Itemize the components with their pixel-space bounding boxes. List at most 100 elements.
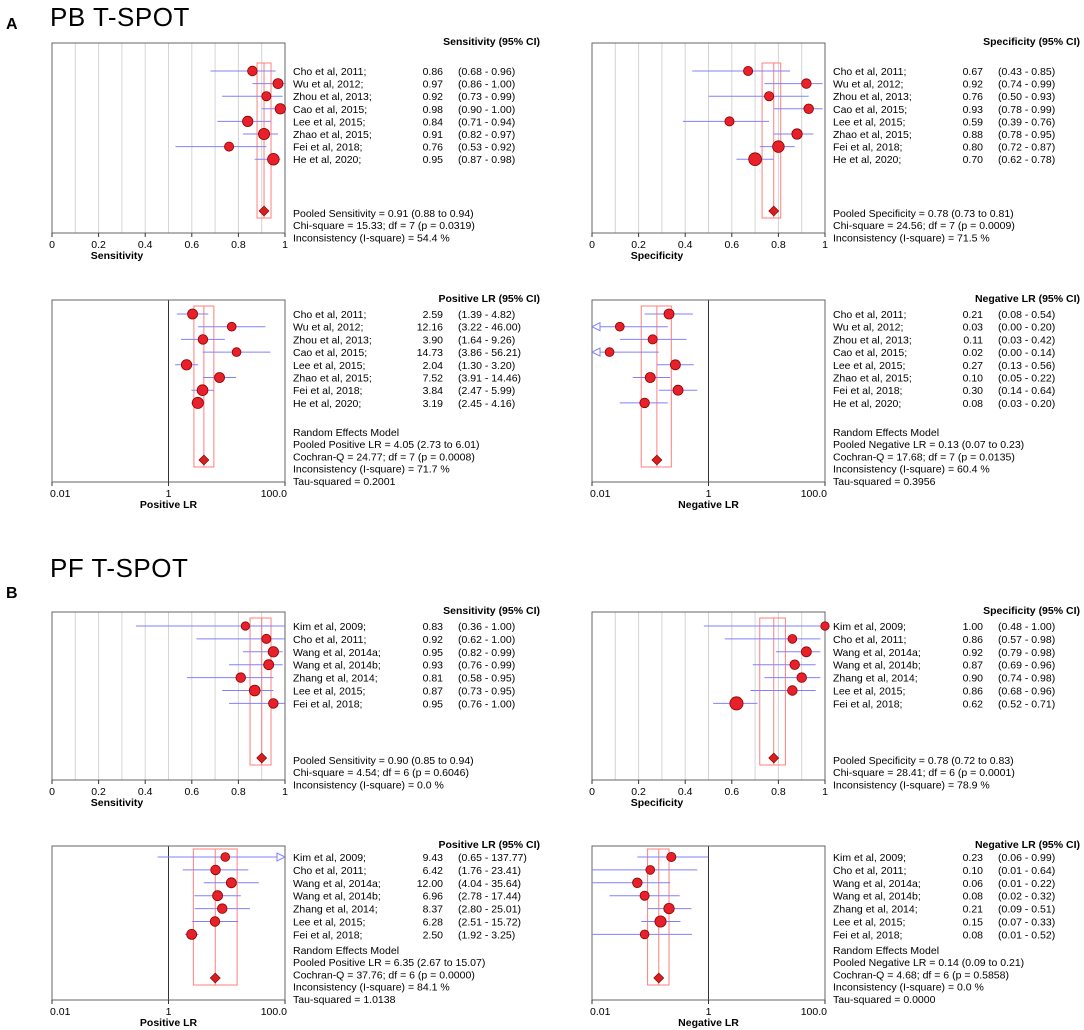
s1-p3-summary-line: Inconsistency (I-square) = 0.0 % xyxy=(833,982,984,994)
s1-p0-study-point xyxy=(248,684,261,697)
s0-p2-tick-label: 100.0 xyxy=(261,488,287,500)
s0-p2-study-estimate: 3.19 xyxy=(423,398,444,410)
s0-p1-pooled-ci-box xyxy=(761,62,782,219)
s1-p1-study-estimate: 0.62 xyxy=(963,698,984,710)
s1-p2-study-name: Fei et al, 2018; xyxy=(293,929,362,941)
s1-p1-study-ci: (0.57 - 0.98) xyxy=(998,634,1055,646)
s1-p2-tick-label: 100.0 xyxy=(261,1006,287,1018)
s1-p2-header: Positive LR (95% CI) xyxy=(438,839,540,851)
s0-p3-study-ci: (0.08 - 0.54) xyxy=(998,309,1055,321)
s0-p0-study-ci: (0.82 - 0.97) xyxy=(458,129,515,141)
s1-p3-study-estimate: 0.15 xyxy=(963,917,984,929)
s0-p3-study-name: He et al, 2020; xyxy=(833,398,901,410)
s1-p2-study-estimate: 6.96 xyxy=(423,891,444,903)
s0-p3-study-name: Wu et al, 2012; xyxy=(833,322,903,334)
s0-p1-study-estimate: 0.70 xyxy=(963,154,984,166)
s0-p3-study-point xyxy=(669,359,681,371)
s0-p2-tick-label: 0.01 xyxy=(50,488,71,500)
s0-p1-study-ci: (0.50 - 0.93) xyxy=(998,91,1055,103)
s0-p1-tick-label: 0.6 xyxy=(724,239,739,251)
s1-p1-study-name: Wang et al, 2014a; xyxy=(833,647,921,659)
s1-p0-study-estimate: 0.83 xyxy=(423,621,444,633)
s1-p1-pooled-ci-box xyxy=(759,617,786,766)
s0-p1-study-ci: (0.78 - 0.99) xyxy=(998,104,1055,116)
s0-p2-forest-panel: Positive LR (95% CI) Cho et al, 2011; 2.59… xyxy=(50,293,540,511)
s0-p2-study-name: Zhou et al, 2013; xyxy=(293,334,372,346)
s1-p3-study-name: Wang et al, 2014a; xyxy=(833,878,921,890)
s1-p2-study-ci: (2.51 - 15.72) xyxy=(458,917,521,929)
s0-p1-summary-line: Chi-square = 24.56; df = 7 (p = 0.0009) xyxy=(833,220,1015,232)
s0-p1-study-point xyxy=(801,78,812,89)
s0-p2-study-estimate: 3.90 xyxy=(423,334,444,346)
s1-p3-study-point xyxy=(663,902,675,915)
s0-p3-study-estimate: 0.27 xyxy=(963,360,984,372)
s1-p0-study-ci: (0.58 - 0.95) xyxy=(458,673,515,685)
s0-p0-study-ci: (0.68 - 0.96) xyxy=(458,66,515,78)
s1-p1-forest-panel: Specificity (95% CI) Kim et al, 2009; 1.00… xyxy=(589,605,1080,809)
s1-p3-summary-line: Tau-squared = 0.0000 xyxy=(833,994,936,1006)
s1-p2-study-ci: (4.04 - 35.64) xyxy=(458,878,521,890)
s1-p3-study-point xyxy=(645,865,656,875)
s0-p1-study-name: Wu et al, 2012; xyxy=(833,79,903,91)
s0-p3-study-point xyxy=(639,397,650,409)
s0-p1-study-ci: (0.78 - 0.95) xyxy=(998,129,1055,141)
s1-p0-study-name: Lee et al, 2015; xyxy=(293,686,365,698)
s0-p2-summary-line: Pooled Positive LR = 4.05 (2.73 to 6.01) xyxy=(293,439,480,451)
s1-p3-summary-line: Pooled Negative LR = 0.14 (0.09 to 0.21) xyxy=(833,957,1024,969)
s0-p1-study-ci: (0.43 - 0.85) xyxy=(998,66,1055,78)
s1-p2-study-name: Zhang et al, 2014; xyxy=(293,904,378,916)
s1-p2-study-estimate: 6.28 xyxy=(423,917,444,929)
s0-p0-study-ci: (0.71 - 0.94) xyxy=(458,116,515,128)
s1-p3-study-point xyxy=(639,929,650,940)
s1-p2-summary-line: Random Effects Model xyxy=(293,945,399,957)
s0-p2-study-point xyxy=(226,321,237,332)
s0-p0-summary-line: Pooled Sensitivity = 0.91 (0.88 to 0.94) xyxy=(293,208,474,220)
s1-p0-summary-line: Pooled Sensitivity = 0.90 (0.85 to 0.94) xyxy=(293,755,474,767)
s0-p1-study-name: Zhou et al, 2013; xyxy=(833,91,912,103)
s0-p1-tick-label: 0.2 xyxy=(631,239,646,251)
s1-p1-study-estimate: 1.00 xyxy=(963,621,984,633)
s0-p2-study-ci: (3.91 - 14.46) xyxy=(458,373,521,385)
s0-p1-plot-frame xyxy=(591,42,826,234)
s1-p1-tick-label: 0.2 xyxy=(631,786,646,798)
s1-p3-study-point xyxy=(654,915,667,928)
s0-p3-header: Negative LR (95% CI) xyxy=(975,293,1080,305)
s0-p0-forest-panel: Sensitivity (95% CI) Cho et al, 2011; 0.86… xyxy=(49,36,540,262)
s0-p0-study-ci: (0.87 - 0.98) xyxy=(458,154,515,166)
s1-p3-tick-label: 100.0 xyxy=(801,1006,827,1018)
s1-p0-study-ci: (0.76 - 1.00) xyxy=(458,698,515,710)
s1-p3-tick-label: 0.01 xyxy=(590,1006,611,1018)
s0-p3-study-point xyxy=(614,321,625,332)
s0-p3-study-name: Cao et al, 2015; xyxy=(833,347,907,359)
s0-p0-pooled-diamond xyxy=(258,205,270,217)
s1-p0-study-estimate: 0.87 xyxy=(423,686,444,698)
s1-p1-study-name: Zhang et al, 2014; xyxy=(833,673,918,685)
s1-p0-study-point xyxy=(240,621,250,631)
s0-p3-study-name: Zhou et al, 2013; xyxy=(833,334,912,346)
s0-p2-summary-line: Random Effects Model xyxy=(293,427,399,439)
s0-p2-summary-line: Inconsistency (I-square) = 71.7 % xyxy=(293,464,450,476)
s1-p2-study-estimate: 12.00 xyxy=(417,878,443,890)
s0-p1-study-estimate: 0.93 xyxy=(963,104,984,116)
s1-p1-study-name: Cho et al, 2011; xyxy=(833,634,906,646)
s0-p0-tick-label: 0 xyxy=(49,239,55,251)
s0-p2-axis-label: Positive LR xyxy=(140,499,198,511)
s1-p1-study-point xyxy=(820,621,830,631)
s1-p2-study-ci: (2.80 - 25.01) xyxy=(458,904,521,916)
s1-p3-study-estimate: 0.08 xyxy=(963,891,984,903)
s0-p2-pooled-diamond xyxy=(198,454,210,466)
s1-p0-summary-line: Inconsistency (I-square) = 0.0 % xyxy=(293,779,444,791)
s0-p3-axis-label: Negative LR xyxy=(678,499,739,511)
s1-p1-plot-frame xyxy=(591,611,826,781)
s1-p3-study-estimate: 0.10 xyxy=(963,865,984,877)
s1-p0-study-point xyxy=(268,698,279,709)
s0-p0-study-name: Zhao et al, 2015; xyxy=(293,129,372,141)
s1-p0-tick-label: 0 xyxy=(49,786,55,798)
s1-p1-study-name: Lee et al, 2015; xyxy=(833,686,905,698)
s0-p1-study-ci: (0.39 - 0.76) xyxy=(998,116,1055,128)
s1-p3-study-name: Fei et al, 2018; xyxy=(833,929,902,941)
s0-p0-study-estimate: 0.84 xyxy=(423,116,444,128)
s1-p1-study-ci: (0.79 - 0.98) xyxy=(998,647,1055,659)
s1-p0-study-point xyxy=(263,659,275,671)
s0-p1-study-point xyxy=(772,140,785,153)
